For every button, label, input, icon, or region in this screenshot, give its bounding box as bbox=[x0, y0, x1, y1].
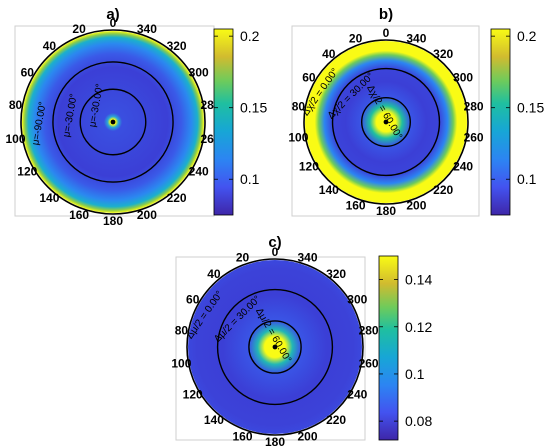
angle-tick-label: 260 bbox=[359, 357, 379, 371]
polar-boundary bbox=[186, 258, 364, 436]
angle-tick-label: 340 bbox=[137, 22, 157, 36]
angle-tick-label: 100 bbox=[288, 131, 308, 145]
angle-tick-label: 140 bbox=[39, 191, 59, 205]
angle-tick-label: 320 bbox=[433, 47, 453, 61]
angle-tick-label: 0 bbox=[272, 245, 279, 259]
colorbar-tick-label: 0.2 bbox=[240, 28, 260, 44]
angle-tick-label: 20 bbox=[349, 31, 363, 45]
angle-tick-label: 280 bbox=[464, 100, 484, 114]
contour-ring-1 bbox=[79, 88, 147, 156]
contour-ring-2 bbox=[52, 61, 174, 183]
angle-tick-label: 20 bbox=[72, 22, 86, 36]
contour-ring-1 bbox=[248, 320, 302, 374]
centre-point bbox=[272, 344, 278, 350]
panel-label: a) bbox=[106, 6, 119, 23]
colorbar-tick-label: 0.15 bbox=[517, 100, 544, 116]
angle-tick-label: 320 bbox=[167, 39, 187, 53]
polar-boundary bbox=[20, 29, 206, 215]
axes-frame bbox=[175, 256, 366, 441]
colorbar bbox=[490, 28, 511, 216]
angle-tick-label: 280 bbox=[359, 324, 379, 338]
angle-tick-label: 60 bbox=[186, 293, 200, 307]
angle-tick-label: 220 bbox=[326, 413, 346, 427]
angle-tick-label: 20 bbox=[236, 251, 250, 265]
angle-tick-label: 60 bbox=[302, 71, 316, 85]
angle-tick-label: 40 bbox=[43, 39, 57, 53]
colorbar-tick-label: 0.1 bbox=[240, 171, 260, 187]
colorbar-tick-label: 0.14 bbox=[405, 272, 432, 288]
angle-tick-label: 80 bbox=[9, 98, 23, 112]
panel-label: c) bbox=[268, 234, 281, 251]
angle-tick-label: 160 bbox=[346, 199, 366, 213]
angle-tick-label: 240 bbox=[347, 388, 367, 402]
angle-tick-label: 120 bbox=[17, 165, 37, 179]
contour-ring-2 bbox=[216, 288, 334, 406]
angle-tick-label: 220 bbox=[433, 183, 453, 197]
angle-tick-label: 160 bbox=[232, 429, 252, 443]
angle-tick-label: 60 bbox=[21, 66, 35, 80]
angle-tick-label: 240 bbox=[189, 165, 209, 179]
contour-ring-1 bbox=[361, 96, 412, 147]
angle-tick-label: 200 bbox=[297, 429, 317, 443]
angle-tick-label: 0 bbox=[383, 26, 390, 40]
angle-tick-label: 180 bbox=[103, 214, 123, 228]
panel-label: b) bbox=[379, 6, 393, 23]
angle-tick-label: 220 bbox=[167, 191, 187, 205]
colorbar bbox=[213, 28, 234, 216]
angle-tick-label: 200 bbox=[406, 199, 426, 213]
angle-tick-label: 260 bbox=[464, 131, 484, 145]
colorbar bbox=[378, 255, 399, 441]
angle-tick-label: 180 bbox=[376, 204, 396, 218]
angle-tick-label: 340 bbox=[297, 251, 317, 265]
angle-tick-label: 100 bbox=[171, 357, 191, 371]
angle-tick-label: 200 bbox=[137, 208, 157, 222]
axes-frame bbox=[291, 25, 480, 217]
angle-tick-label: 240 bbox=[453, 160, 473, 174]
angle-tick-label: 40 bbox=[207, 267, 221, 281]
angle-tick-label: 140 bbox=[319, 183, 339, 197]
colorbar-tick-label: 0.1 bbox=[517, 171, 537, 187]
angle-tick-label: 140 bbox=[204, 413, 224, 427]
colorbar-tick-label: 0.2 bbox=[517, 28, 537, 44]
polar-boundary bbox=[303, 39, 469, 205]
angle-tick-label: 120 bbox=[299, 160, 319, 174]
angle-tick-label: 160 bbox=[69, 208, 89, 222]
angle-tick-label: 300 bbox=[453, 71, 473, 85]
angle-tick-label: 320 bbox=[326, 267, 346, 281]
colorbar-tick-label: 0.1 bbox=[405, 366, 425, 382]
colorbar-tick-label: 0.12 bbox=[405, 319, 432, 335]
angle-tick-label: 300 bbox=[189, 66, 209, 80]
colorbar-tick-label: 0.08 bbox=[405, 413, 432, 429]
colorbar-tick-label: 0.15 bbox=[240, 100, 267, 116]
contour-ring-2 bbox=[331, 67, 441, 177]
angle-tick-label: 0 bbox=[110, 16, 117, 30]
angle-tick-label: 340 bbox=[406, 31, 426, 45]
angle-tick-label: 100 bbox=[5, 132, 25, 146]
centre-point bbox=[110, 119, 116, 125]
angle-tick-label: 40 bbox=[322, 47, 336, 61]
angle-tick-label: 80 bbox=[292, 100, 306, 114]
angle-tick-label: 120 bbox=[183, 388, 203, 402]
angle-tick-label: 80 bbox=[175, 324, 189, 338]
angle-tick-label: 300 bbox=[347, 293, 367, 307]
angle-tick-label: 180 bbox=[265, 435, 285, 448]
centre-point bbox=[383, 119, 389, 125]
